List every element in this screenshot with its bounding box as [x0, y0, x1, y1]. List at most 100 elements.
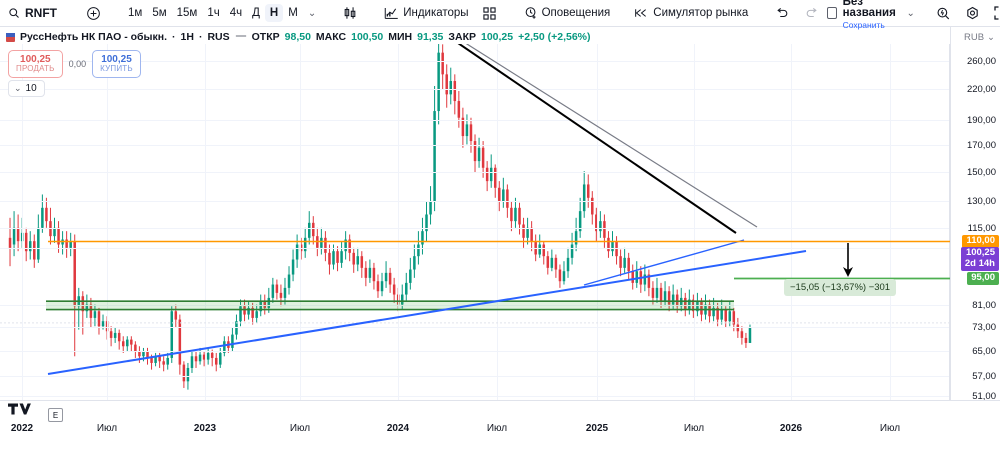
tradingview-watermark-logo [8, 402, 32, 421]
price-tick: 57,00 [972, 371, 996, 382]
timeframe-5m[interactable]: 5м [152, 7, 167, 19]
symbol-exchange: RUS [207, 31, 230, 43]
time-tick: Июл [96, 423, 118, 434]
current-price-label[interactable]: 100,25 2d 14h [960, 247, 999, 271]
time-tick: 2025 [585, 423, 609, 434]
flag-icon [6, 32, 15, 42]
grid-line-h [0, 396, 950, 397]
trade-widget: 100,25 ПРОДАТЬ 0,00 100,25 КУПИТЬ [8, 50, 141, 78]
time-tick: Июл [289, 423, 311, 434]
grid-layout-icon[interactable] [482, 6, 496, 20]
grid-line-h [0, 228, 950, 229]
grid-line-h [0, 201, 950, 202]
ohlc-high-key: МАКС [315, 31, 347, 43]
price-tick: 220,00 [966, 84, 996, 95]
ohlc-open-value: 98,50 [284, 31, 311, 43]
grid-line-h [0, 172, 950, 173]
measurement-tag: −15,05 (−13,67%) −301 [784, 279, 897, 296]
quantity-value: 10 [25, 83, 37, 94]
grid-line-h [0, 248, 950, 249]
symbol-interval[interactable]: 1H [180, 31, 194, 43]
long-support [47, 250, 807, 375]
chevron-down-icon[interactable]: ⌄ [307, 7, 317, 19]
separator-dot: · [198, 31, 203, 43]
price-value: 110,00 [966, 235, 995, 246]
chart-pane[interactable] [0, 44, 950, 400]
timeframe-week[interactable]: Н [264, 4, 284, 22]
layout-save-area[interactable]: Без названия Сохранить ⌄ [827, 0, 915, 29]
quantity-stepper[interactable]: ⌄ 10 [8, 80, 45, 97]
chevron-down-icon: ⌄ [987, 32, 995, 43]
grid-line-v [597, 44, 598, 400]
price-value: 100,25 [965, 247, 995, 258]
quick-search-icon[interactable] [936, 6, 951, 21]
price-tick: 73,00 [972, 322, 996, 333]
grid-line-v [497, 44, 498, 400]
resistance-price-label[interactable]: 110,00 [962, 235, 999, 248]
ohlc-change: +2,50 (+2,56%) [518, 31, 591, 43]
target-price-label[interactable]: 95,00 [967, 272, 999, 285]
replay-label: Симулятор рынка [653, 7, 749, 19]
grid-line-v [791, 44, 792, 400]
timeframe-1m[interactable]: 1м [128, 7, 143, 19]
timeframe-day[interactable]: Д [252, 7, 260, 19]
price-tick: 260,00 [966, 56, 996, 67]
replay-button[interactable]: Симулятор рынка [629, 4, 753, 22]
main-trendline [457, 44, 737, 234]
grid-line-v [694, 44, 695, 400]
grid-line-h [0, 351, 950, 352]
price-tick: 150,00 [966, 167, 996, 178]
ohlc-open-key: ОТКР [251, 31, 280, 43]
sell-label: ПРОДАТЬ [16, 64, 55, 73]
short-support [583, 239, 745, 286]
symbol-search-button[interactable]: RNFT [6, 6, 64, 20]
buy-button[interactable]: 100,25 КУПИТЬ [92, 50, 141, 78]
grid-line-v [22, 44, 23, 400]
replay-icon [634, 7, 649, 19]
settings-gear-icon[interactable] [965, 6, 980, 21]
indicators-button[interactable]: Индикаторы [379, 3, 473, 23]
symbol-full-name[interactable]: РуссНефть НК ПАО - обыкн. [20, 31, 168, 43]
grid-line-h [0, 327, 950, 328]
time-axis[interactable]: 2022 Июл 2023 Июл 2024 Июл 2025 Июл 2026 Июл [0, 400, 1000, 449]
sell-button[interactable]: 100,25 ПРОДАТЬ [8, 50, 63, 78]
ohlc-high-value: 100,50 [351, 31, 384, 43]
alerts-button[interactable]: Оповещения [519, 3, 616, 23]
price-tick: 170,00 [966, 140, 996, 151]
buy-label: КУПИТЬ [100, 64, 133, 73]
buy-price: 100,25 [101, 54, 132, 65]
timeframe-month[interactable]: М [288, 7, 298, 19]
top-toolbar: RNFT 1м 5м 15м 1ч 4ч Д Н М ⌄ [0, 0, 1000, 29]
price-tick: 130,00 [966, 196, 996, 207]
layout-chevron-down-icon[interactable]: ⌄ [906, 7, 915, 19]
grid-line-h [0, 376, 950, 377]
layout-title-block: Без названия Сохранить [843, 0, 899, 29]
timeframe-4h[interactable]: 4ч [229, 7, 243, 19]
grid-line-v [890, 44, 891, 400]
e-badge[interactable]: E [48, 408, 63, 422]
time-tick: Июл [486, 423, 508, 434]
grid-line-h [0, 120, 950, 121]
drawings-layer [0, 44, 950, 375]
plus-icon[interactable] [86, 6, 101, 21]
currency-selector[interactable]: RUB ⌄ [964, 32, 995, 43]
price-axis[interactable]: RUB ⌄ 260,00 220,00 190,00 170,00 150,00 130,… [950, 27, 1000, 427]
currency-label: RUB [963, 32, 985, 43]
timeframe-1h[interactable]: 1ч [207, 7, 220, 19]
time-tick: Июл [879, 423, 901, 434]
spread-value: 0,00 [68, 58, 87, 69]
candlestick-icon[interactable] [343, 6, 357, 20]
time-tick: Июл [683, 423, 705, 434]
price-value: 95,00 [971, 272, 995, 283]
eye-hidden-icon[interactable] [235, 31, 247, 43]
time-tick: 2023 [193, 423, 217, 434]
fullscreen-icon[interactable] [994, 6, 1000, 20]
grid-line-v [107, 44, 108, 400]
redo-icon[interactable] [805, 7, 819, 19]
undo-icon[interactable] [775, 7, 789, 19]
supply-zone [46, 301, 734, 310]
price-tick: 81,00 [972, 300, 996, 311]
upper-trendline [465, 44, 758, 228]
timeframe-15m[interactable]: 15м [176, 7, 198, 19]
save-link[interactable]: Сохранить [842, 19, 885, 30]
